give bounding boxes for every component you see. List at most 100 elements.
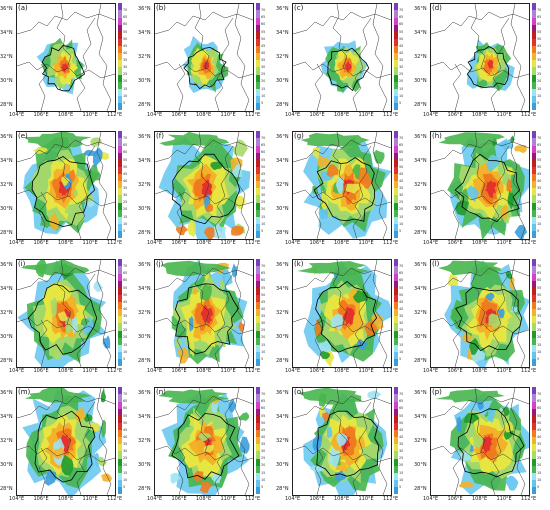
colorbar-tick-label: 25 bbox=[399, 456, 404, 461]
reflectivity-cell bbox=[461, 333, 474, 343]
colorbar-tick-label: 40 bbox=[123, 434, 128, 439]
colorbar-segment bbox=[256, 344, 260, 353]
colorbar-tick-label: 40 bbox=[123, 50, 128, 55]
colorbar-segment bbox=[532, 95, 536, 104]
colorbar-segment bbox=[394, 401, 398, 409]
colorbar-tick-label: 35 bbox=[537, 314, 542, 319]
reflectivity-cell bbox=[213, 222, 227, 239]
province-border bbox=[17, 189, 115, 207]
colorbar-segment bbox=[118, 266, 122, 274]
colorbar-segment bbox=[256, 159, 260, 167]
colorbar-tick-label: 45 bbox=[537, 171, 542, 176]
province-border bbox=[352, 401, 372, 495]
colorbar-tick-label: 65 bbox=[537, 271, 542, 276]
reflectivity-area bbox=[60, 63, 68, 73]
reflectivity-cell bbox=[170, 472, 181, 484]
panel-label: (e) bbox=[18, 132, 28, 140]
x-tick-label: 104°E bbox=[423, 240, 439, 246]
y-tick-label: 34°N bbox=[276, 414, 289, 420]
province-border bbox=[490, 145, 510, 239]
colorbar-segment bbox=[256, 323, 260, 331]
colorbar-segment bbox=[118, 81, 122, 89]
colorbar-segment bbox=[394, 81, 398, 89]
colorbar-segment bbox=[256, 415, 260, 423]
colorbar-segment bbox=[394, 415, 398, 423]
colorbar-segment bbox=[532, 308, 536, 317]
colorbar-segment bbox=[118, 195, 122, 203]
colorbar-segment bbox=[532, 223, 536, 232]
x-tick-label: 112°E bbox=[245, 240, 261, 246]
colorbar-segment bbox=[256, 45, 260, 54]
x-tick-label: 112°E bbox=[107, 240, 123, 246]
colorbar: 5 10 15 20 25 30 35 40 45 50 55 60 65 70 bbox=[532, 387, 541, 495]
colorbar-segment bbox=[118, 60, 122, 68]
colorbar-segment bbox=[256, 465, 260, 473]
y-tick-label: 36°N bbox=[138, 134, 151, 140]
reflectivity-map bbox=[293, 132, 391, 239]
province-border bbox=[332, 260, 348, 325]
colorbar-tick-label: 5 bbox=[123, 356, 126, 361]
colorbar-tick-label: 55 bbox=[123, 413, 128, 418]
colorbar-segment bbox=[532, 173, 536, 182]
reflectivity-cell bbox=[230, 225, 244, 236]
colorbar-segment bbox=[118, 337, 122, 345]
y-tick-label: 32°N bbox=[414, 438, 427, 444]
province-border bbox=[17, 395, 115, 419]
colorbar-tick-label: 55 bbox=[399, 157, 404, 162]
reflectivity-band bbox=[435, 388, 505, 403]
reflectivity-cell bbox=[65, 316, 73, 335]
province-border bbox=[17, 139, 115, 163]
reflectivity-cell bbox=[326, 426, 333, 439]
region-outline bbox=[327, 47, 370, 92]
reflectivity-cell bbox=[222, 269, 233, 287]
colorbar-tick-label: 5 bbox=[399, 100, 402, 105]
panel-label: (i) bbox=[18, 260, 26, 268]
reflectivity-cell bbox=[235, 195, 246, 209]
colorbar-segment bbox=[532, 102, 536, 111]
colorbar-segment bbox=[118, 10, 122, 18]
reflectivity-cell bbox=[239, 436, 250, 454]
reflectivity-cell bbox=[175, 225, 188, 236]
reflectivity-cell bbox=[514, 224, 528, 239]
y-tick-label: 30°N bbox=[276, 206, 289, 212]
y-tick-label: 28°N bbox=[276, 486, 289, 492]
reflectivity-map bbox=[17, 4, 115, 111]
colorbar-tick-label: 50 bbox=[261, 36, 266, 41]
colorbar-segment bbox=[394, 159, 398, 167]
colorbar-tick-label: 20 bbox=[261, 335, 266, 340]
province-border bbox=[452, 191, 462, 239]
y-tick-label: 34°N bbox=[276, 30, 289, 36]
colorbar-tick-label: 15 bbox=[261, 470, 266, 475]
reflectivity-cell bbox=[328, 447, 341, 468]
x-tick-label: 104°E bbox=[285, 368, 301, 374]
x-tick-label: 108°E bbox=[58, 368, 74, 374]
reflectivity-cell bbox=[40, 214, 50, 229]
reflectivity-cell bbox=[320, 350, 331, 359]
reflectivity-map bbox=[293, 388, 391, 495]
map-panel: (c) 36°N 34°N 32°N 30°N 28°N 104°E 106°E 108°E 11… bbox=[276, 0, 412, 126]
province-border bbox=[510, 4, 526, 111]
colorbar-tick-label: 5 bbox=[261, 100, 264, 105]
colorbar: 5 10 15 20 25 30 35 40 45 50 55 60 65 70 bbox=[394, 259, 403, 367]
colorbar-segment bbox=[532, 358, 536, 367]
reflectivity-cell bbox=[192, 471, 204, 483]
colorbar-segment bbox=[118, 387, 122, 395]
colorbar-tick-label: 65 bbox=[123, 15, 128, 20]
reflectivity-cell bbox=[498, 139, 514, 151]
colorbar-segment bbox=[532, 74, 536, 82]
colorbar-tick-label: 40 bbox=[261, 306, 266, 311]
x-tick-label: 108°E bbox=[334, 240, 350, 246]
colorbar-tick-label: 70 bbox=[537, 392, 542, 397]
colorbar: 5 10 15 20 25 30 35 40 45 50 55 60 65 70 bbox=[256, 259, 265, 367]
colorbar-segment bbox=[532, 17, 536, 25]
y-tick-label: 30°N bbox=[414, 334, 427, 340]
colorbar-tick-label: 10 bbox=[399, 349, 404, 354]
colorbar-segment bbox=[118, 408, 122, 416]
province-border bbox=[293, 267, 391, 291]
colorbar-segment bbox=[394, 323, 398, 331]
colorbar-tick-label: 45 bbox=[537, 299, 542, 304]
colorbar-segment bbox=[394, 444, 398, 452]
colorbar-tick-label: 45 bbox=[261, 427, 266, 432]
reflectivity-cell bbox=[330, 314, 343, 331]
colorbar-tick-label: 20 bbox=[261, 463, 266, 468]
